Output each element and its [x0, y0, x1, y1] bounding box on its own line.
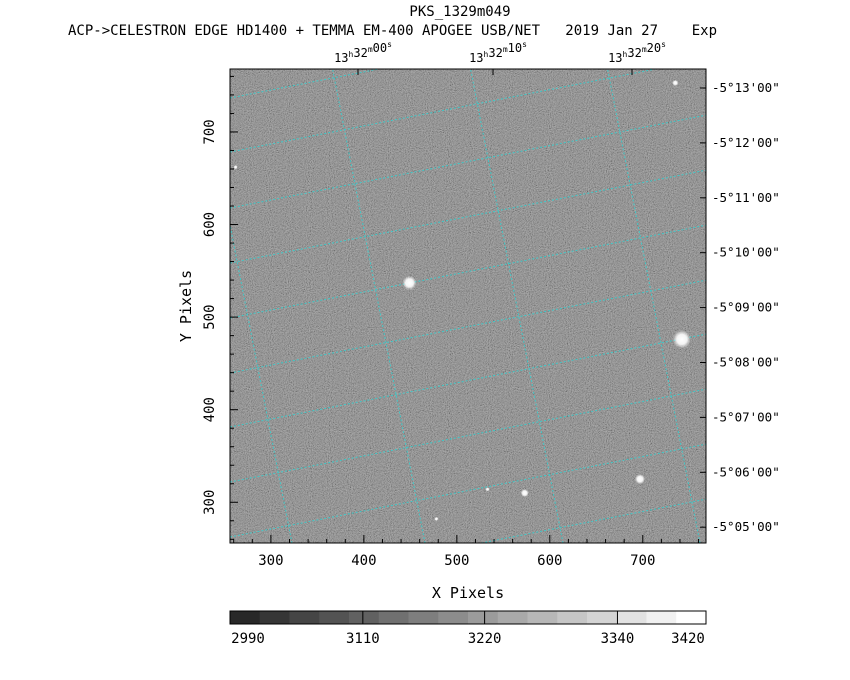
ra-label: 13h32m20s: [608, 40, 666, 65]
colorbar-label: 3420: [671, 631, 705, 647]
colorbar-segment: [230, 611, 261, 624]
figure-subtitle: ACP->CELESTRON EDGE HD1400 + TEMMA EM-40…: [68, 23, 717, 39]
colorbar-segment: [349, 611, 380, 624]
x-axis-label: X Pixels: [432, 584, 504, 602]
dec-grid-line: [230, 388, 706, 483]
dec-label: -5°10'00": [712, 245, 780, 260]
y-tick-label: 600: [202, 212, 218, 237]
colorbar-segment: [319, 611, 350, 624]
dec-grid-line: [230, 69, 659, 153]
x-tick-label: 700: [630, 553, 655, 569]
colorbar-segment: [646, 611, 677, 624]
wcs-grid: [230, 69, 706, 543]
y-tick-label: 500: [202, 304, 218, 329]
ra-grid-line: [470, 69, 564, 543]
dec-grid-line: [478, 498, 706, 543]
dec-grid-line: [230, 443, 706, 538]
star-source: [434, 516, 439, 521]
dec-label: -5°08'00": [712, 355, 780, 370]
colorbar-segment: [259, 611, 290, 624]
star-source: [485, 487, 490, 492]
colorbar-label: 3340: [601, 631, 635, 647]
dec-grid-line: [230, 279, 706, 374]
axes: 300 400 500 600 700 300 400 500 600 700 13h32m00s 1…: [202, 40, 780, 569]
image-frame: [229, 68, 707, 544]
colorbar-segment: [468, 611, 499, 624]
sky-image: [230, 69, 706, 543]
dec-grid-line: [230, 333, 706, 428]
colorbar-segment: [289, 611, 320, 624]
dec-label: -5°06'00": [712, 464, 780, 479]
y-tick-label: 300: [202, 490, 218, 515]
colorbar-segment: [497, 611, 528, 624]
dec-grid-line: [230, 169, 706, 264]
dec-label: -5°12'00": [712, 135, 780, 150]
colorbar-segment: [676, 611, 707, 624]
ra-label: 13h32m00s: [334, 40, 392, 65]
dec-label: -5°09'00": [712, 300, 780, 315]
dec-grid-line: [230, 224, 706, 319]
colorbar-segment: [438, 611, 469, 624]
colorbar-segment: [527, 611, 558, 624]
star-source: [233, 165, 238, 170]
star-source: [520, 489, 529, 498]
star-source: [672, 330, 691, 349]
dec-label: -5°07'00": [712, 409, 780, 424]
y-axis-label: Y Pixels: [177, 270, 195, 342]
star-source: [402, 275, 417, 290]
colorbar-label: 3220: [468, 631, 502, 647]
star-source: [672, 79, 679, 86]
dec-label: -5°11'00": [712, 190, 780, 205]
y-tick-label: 400: [202, 397, 218, 422]
x-tick-label: 600: [537, 553, 562, 569]
colorbar-label: 2990: [231, 631, 265, 647]
y-tick-label: 700: [202, 119, 218, 144]
colorbar-segment: [378, 611, 409, 624]
dec-label: -5°13'00": [712, 80, 780, 95]
colorbar: 2990 3110 3220 3340 3420: [229, 610, 707, 647]
colorbar-segment: [557, 611, 588, 624]
colorbar-label: 3110: [346, 631, 380, 647]
colorbar-segment: [587, 611, 618, 624]
x-tick-label: 300: [258, 553, 283, 569]
ra-grid-line: [332, 69, 426, 543]
dec-label: -5°05'00": [712, 519, 780, 534]
colorbar-segment: [408, 611, 439, 624]
figure-title: PKS_1329m049: [409, 4, 510, 20]
ra-label: 13h32m10s: [469, 40, 527, 65]
x-tick-label: 400: [351, 553, 376, 569]
dec-grid-line: [230, 114, 706, 209]
star-field: [233, 79, 691, 521]
x-tick-label: 500: [444, 553, 469, 569]
ra-grid-line: [607, 69, 701, 543]
colorbar-segment: [616, 611, 647, 624]
ra-grid-line: [230, 222, 293, 543]
dec-grid-line: [230, 69, 382, 99]
star-source: [634, 474, 645, 485]
